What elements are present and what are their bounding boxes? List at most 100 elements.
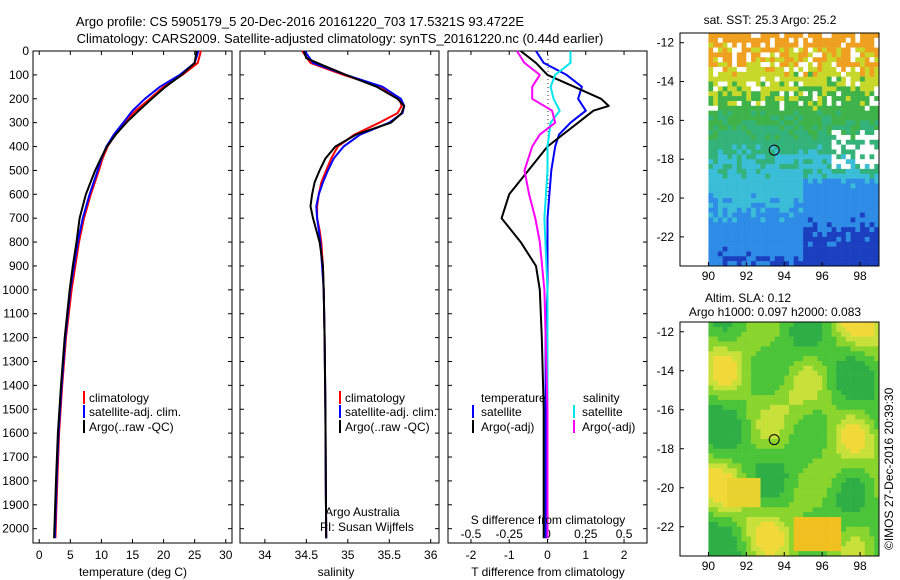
map-cell — [798, 261, 804, 267]
map-cell — [836, 395, 842, 401]
map-cell — [788, 385, 795, 391]
map-cell — [741, 551, 747, 557]
map-cell — [713, 370, 719, 376]
map-cell — [779, 478, 785, 484]
map-cell — [860, 336, 866, 342]
map-cell — [822, 492, 828, 498]
map-cell — [850, 236, 856, 243]
map-cell — [860, 478, 866, 484]
map-cell — [831, 154, 837, 160]
map-cell — [841, 47, 847, 53]
map-cell — [793, 173, 799, 179]
map-cell — [708, 434, 714, 440]
map-cell — [774, 246, 780, 252]
map-cell — [803, 193, 809, 199]
map-cell — [864, 361, 870, 367]
map-cell — [850, 261, 856, 267]
map-cell — [807, 202, 813, 209]
map-cell — [850, 531, 856, 537]
map-cell — [732, 168, 738, 175]
map-cell — [836, 227, 842, 233]
map-cell — [860, 541, 866, 547]
map-cell — [845, 346, 851, 352]
map-cell — [850, 424, 856, 430]
map-cell — [793, 198, 799, 204]
map-cell — [826, 134, 832, 141]
map-cell — [746, 120, 752, 126]
map-cell — [798, 429, 804, 435]
map-cell — [817, 144, 823, 150]
map-cell — [831, 448, 837, 454]
map-cell — [803, 473, 809, 479]
map-cell — [708, 212, 714, 218]
map-cell — [860, 492, 866, 498]
map-cell — [803, 71, 809, 77]
map-cell — [760, 47, 766, 53]
map-cell — [746, 52, 752, 58]
map-cell — [798, 351, 804, 357]
map-cell — [793, 120, 799, 126]
temperature-x-label: temperature (deg C) — [79, 565, 187, 579]
map-cell — [793, 236, 799, 243]
map-cell — [793, 380, 799, 386]
map-cell — [760, 33, 766, 39]
map-cell — [751, 361, 757, 367]
map-cell — [713, 551, 719, 557]
map-cell — [722, 173, 728, 179]
map-cell — [831, 217, 837, 223]
map-cell — [741, 375, 747, 381]
map-cell — [746, 125, 752, 131]
map-cell — [713, 207, 719, 213]
map-cell — [874, 385, 880, 391]
map-cell — [807, 336, 813, 342]
map-cell — [788, 261, 795, 267]
map-cell — [826, 207, 832, 213]
map-cell — [770, 414, 776, 420]
map-cell — [788, 326, 795, 333]
map-cell — [855, 521, 861, 528]
map-cell — [708, 351, 714, 357]
map-cell — [841, 400, 847, 406]
map-cell — [784, 149, 790, 155]
map-cell — [841, 512, 847, 518]
map-cell — [826, 173, 832, 179]
depth-tick-label: 900 — [9, 259, 29, 273]
map-cell — [850, 361, 856, 367]
map-cell — [807, 326, 813, 333]
map-cell — [741, 361, 747, 367]
map-cell — [831, 341, 837, 347]
map-cell — [751, 380, 757, 386]
map-cell — [788, 227, 795, 233]
map-cell — [874, 361, 880, 367]
map-cell — [812, 414, 818, 420]
map-cell — [755, 207, 761, 213]
map-cell — [874, 100, 880, 107]
map-cell — [751, 400, 757, 406]
map-cell — [850, 463, 856, 469]
map-cell — [760, 419, 766, 425]
map-cell — [727, 66, 733, 73]
map-cell — [746, 96, 752, 102]
map-cell — [770, 429, 776, 435]
map-cell — [860, 62, 866, 68]
map-cell — [788, 37, 795, 43]
map-cell — [722, 164, 728, 170]
map-cell — [784, 115, 790, 121]
map-cell — [774, 115, 780, 121]
map-cell — [713, 164, 719, 170]
map-cell — [850, 375, 856, 381]
map-cell — [732, 507, 738, 513]
map-cell — [831, 256, 837, 262]
map-cell — [869, 198, 875, 204]
map-cell — [822, 424, 828, 430]
map-cell — [817, 365, 823, 372]
map-cell — [770, 356, 776, 362]
x-tick-label: -2 — [466, 548, 477, 562]
map-cell — [746, 336, 752, 342]
map-cell — [760, 217, 766, 223]
map-cell — [760, 502, 766, 508]
map-cell — [841, 521, 847, 528]
map-cell — [826, 370, 832, 376]
map-cell — [860, 110, 866, 116]
map-cell — [784, 322, 790, 328]
